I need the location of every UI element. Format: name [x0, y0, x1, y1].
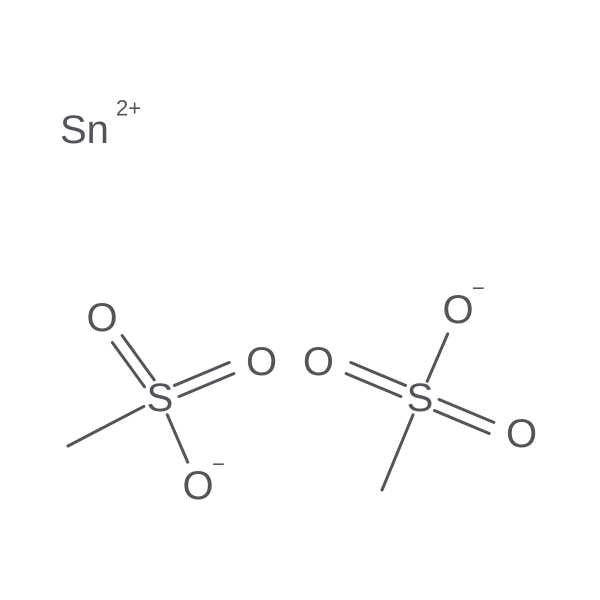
oxygen-charge: −: [212, 452, 225, 477]
oxygen-atom: O: [182, 464, 213, 508]
oxygen-atom: O: [303, 340, 334, 384]
cation-element: Sn: [60, 108, 109, 152]
oxygen-charge: −: [472, 276, 485, 301]
sulfur-atom: S: [407, 376, 434, 420]
oxygen-atom: O: [86, 296, 117, 340]
oxygen-atom: O: [246, 340, 277, 384]
oxygen-atom: O: [506, 412, 537, 456]
cation-charge: 2+: [116, 96, 141, 121]
chemical-structure-diagram: Sn2+SOOO−SOOO−: [0, 0, 600, 600]
sulfur-atom: S: [147, 376, 174, 420]
oxygen-atom: O: [442, 288, 473, 332]
